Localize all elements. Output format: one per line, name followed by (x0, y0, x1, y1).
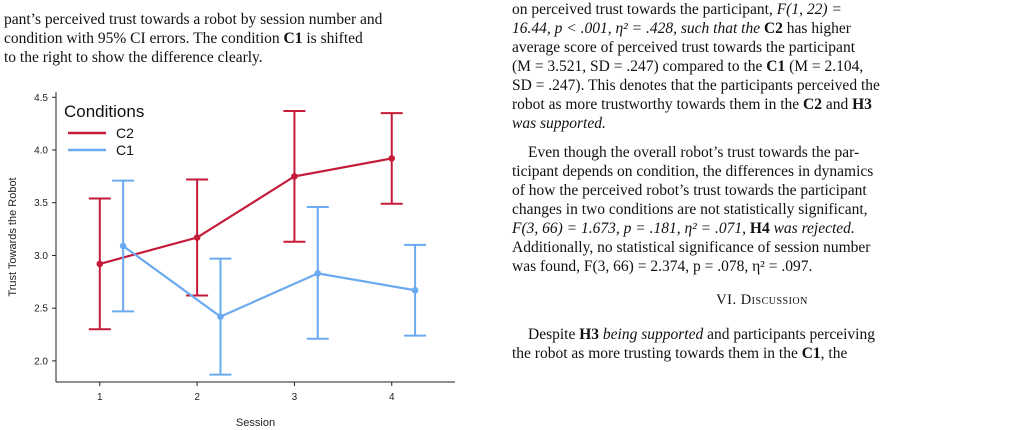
section-title: Discussion (740, 292, 808, 308)
figure-column: pant’s perceived trust towards a robot b… (0, 0, 500, 430)
p2-line-4: changes in two conditions are not statis… (512, 201, 868, 218)
x-tick-label: 4 (389, 392, 395, 403)
legend-label-c2: C2 (116, 125, 134, 141)
x-tick-label: 3 (292, 392, 298, 403)
data-point (411, 286, 419, 294)
p1-l6-h3: H3 (852, 96, 872, 113)
p1-l4-c1: C1 (766, 58, 786, 75)
p1-l4-text-b: (M = 2.104, (785, 58, 864, 75)
p1-l2-text: has higher (782, 20, 851, 37)
figure-caption-line-1: pant’s perceived trust towards a robot b… (4, 11, 383, 28)
x-tick-label: 1 (97, 392, 103, 403)
data-point (217, 313, 224, 320)
data-point (119, 242, 127, 250)
data-point (96, 260, 104, 268)
p1-l6-text: robot as more trustworthy towards them i… (512, 96, 804, 113)
p1-l2-stat: 16.44, p < .001, η² = .428, such that th… (512, 20, 764, 37)
p2-l5-stat: F(3, 66) = 1.673, p = .181, η² = .071, (512, 220, 750, 237)
p1-line-4: (M = 3.521, SD = .247) compared to the C… (512, 57, 863, 76)
p1-l1-text: on perceived trust towards the participa… (512, 1, 777, 18)
p2-line-7: was found, F(3, 66) = 2.374, p = .078, η… (512, 258, 813, 275)
y-tick-label: 4.0 (34, 146, 48, 157)
p1-line-1: on perceived trust towards the participa… (512, 0, 842, 19)
p1-line-6: robot as more trustworthy towards them i… (512, 95, 872, 114)
p3-l1-text-b: and participants perceiving (703, 326, 875, 343)
y-tick-label: 3.5 (34, 198, 48, 209)
p1-l2-c2: C2 (763, 20, 783, 37)
p1-l1-stat: F(1, 22) = (776, 1, 842, 18)
p2-line-1: Even though the overall robot’s trust to… (528, 144, 860, 161)
p1-l7-text: was supported. (512, 115, 606, 132)
p1-l6-and: and (821, 96, 853, 113)
axes: 2.0 2.5 3.0 3.5 4.0 4.5 1 2 3 4 (34, 92, 455, 403)
x-axis-label: Session (236, 417, 275, 429)
data-point (388, 155, 396, 162)
series-c1 (112, 179, 427, 376)
data-point (314, 270, 322, 277)
y-tick-label: 2.0 (34, 356, 48, 367)
y-tick-label: 2.5 (34, 304, 48, 315)
caption-text-b: is shifted (302, 30, 363, 47)
p3-line-2: the robot as more trusting towards them … (512, 344, 847, 363)
p3-l1-text: Despite (528, 326, 580, 343)
figure-caption-line-2: condition with 95% CI errors. The condit… (4, 29, 363, 48)
trust-chart: Trust Towards the Robot Session 2.0 2.5 3.… (7, 92, 455, 429)
y-axis-label: Trust Towards the Robot (7, 177, 19, 296)
series-c2 (88, 109, 403, 331)
series-line-c1 (122, 245, 416, 318)
p1-line-7: was supported. (512, 114, 606, 133)
y-tick-label: 4.5 (34, 93, 48, 104)
p3-l2-text: the robot as more trusting towards them … (512, 345, 802, 362)
data-point (193, 234, 201, 241)
p2-line-5: F(3, 66) = 1.673, p = .181, η² = .071, H… (512, 219, 855, 238)
p3-l1-italic: being supported (599, 326, 704, 343)
section-heading: VI. Discussion (512, 292, 1012, 309)
p1-l6-c2: C2 (803, 96, 822, 113)
caption-text-a: condition with 95% CI errors. The condit… (4, 30, 284, 47)
p2-l5-text: was rejected. (769, 220, 855, 237)
legend-title: Conditions (64, 102, 144, 121)
figure-caption-line-3: to the right to show the difference clea… (4, 49, 263, 66)
data-point (291, 173, 298, 180)
y-tick-label: 3.0 (34, 251, 48, 262)
x-tick-label: 2 (194, 392, 200, 403)
p1-line-5: SD = .247). This denotes that the partic… (512, 77, 880, 94)
p1-line-3: average score of perceived trust towards… (512, 39, 855, 56)
p2-line-3: of how the perceived robot’s trust towar… (512, 182, 867, 199)
text-column: on perceived trust towards the participa… (512, 0, 1012, 430)
section-number: VI. (716, 292, 741, 308)
legend-label-c1: C1 (116, 142, 134, 158)
p3-l1-h3: H3 (579, 326, 600, 343)
series-line-c2 (99, 157, 392, 265)
p3-l2-text-b: , the (820, 345, 848, 362)
p2-l5-h4: H4 (749, 220, 770, 237)
series-layer (88, 109, 427, 376)
p3-line-1: Despite H3 being supported and participa… (528, 325, 875, 344)
caption-c1-term: C1 (283, 30, 303, 47)
p2-line-2: ticipant depends on condition, the diffe… (512, 163, 874, 180)
p3-l2-c1: C1 (801, 345, 821, 362)
p1-line-2: 16.44, p < .001, η² = .428, such that th… (512, 19, 851, 38)
p1-l4-text: (M = 3.521, SD = .247) compared to the (512, 58, 767, 75)
p2-line-6: Additionally, no statistical significanc… (512, 239, 871, 256)
